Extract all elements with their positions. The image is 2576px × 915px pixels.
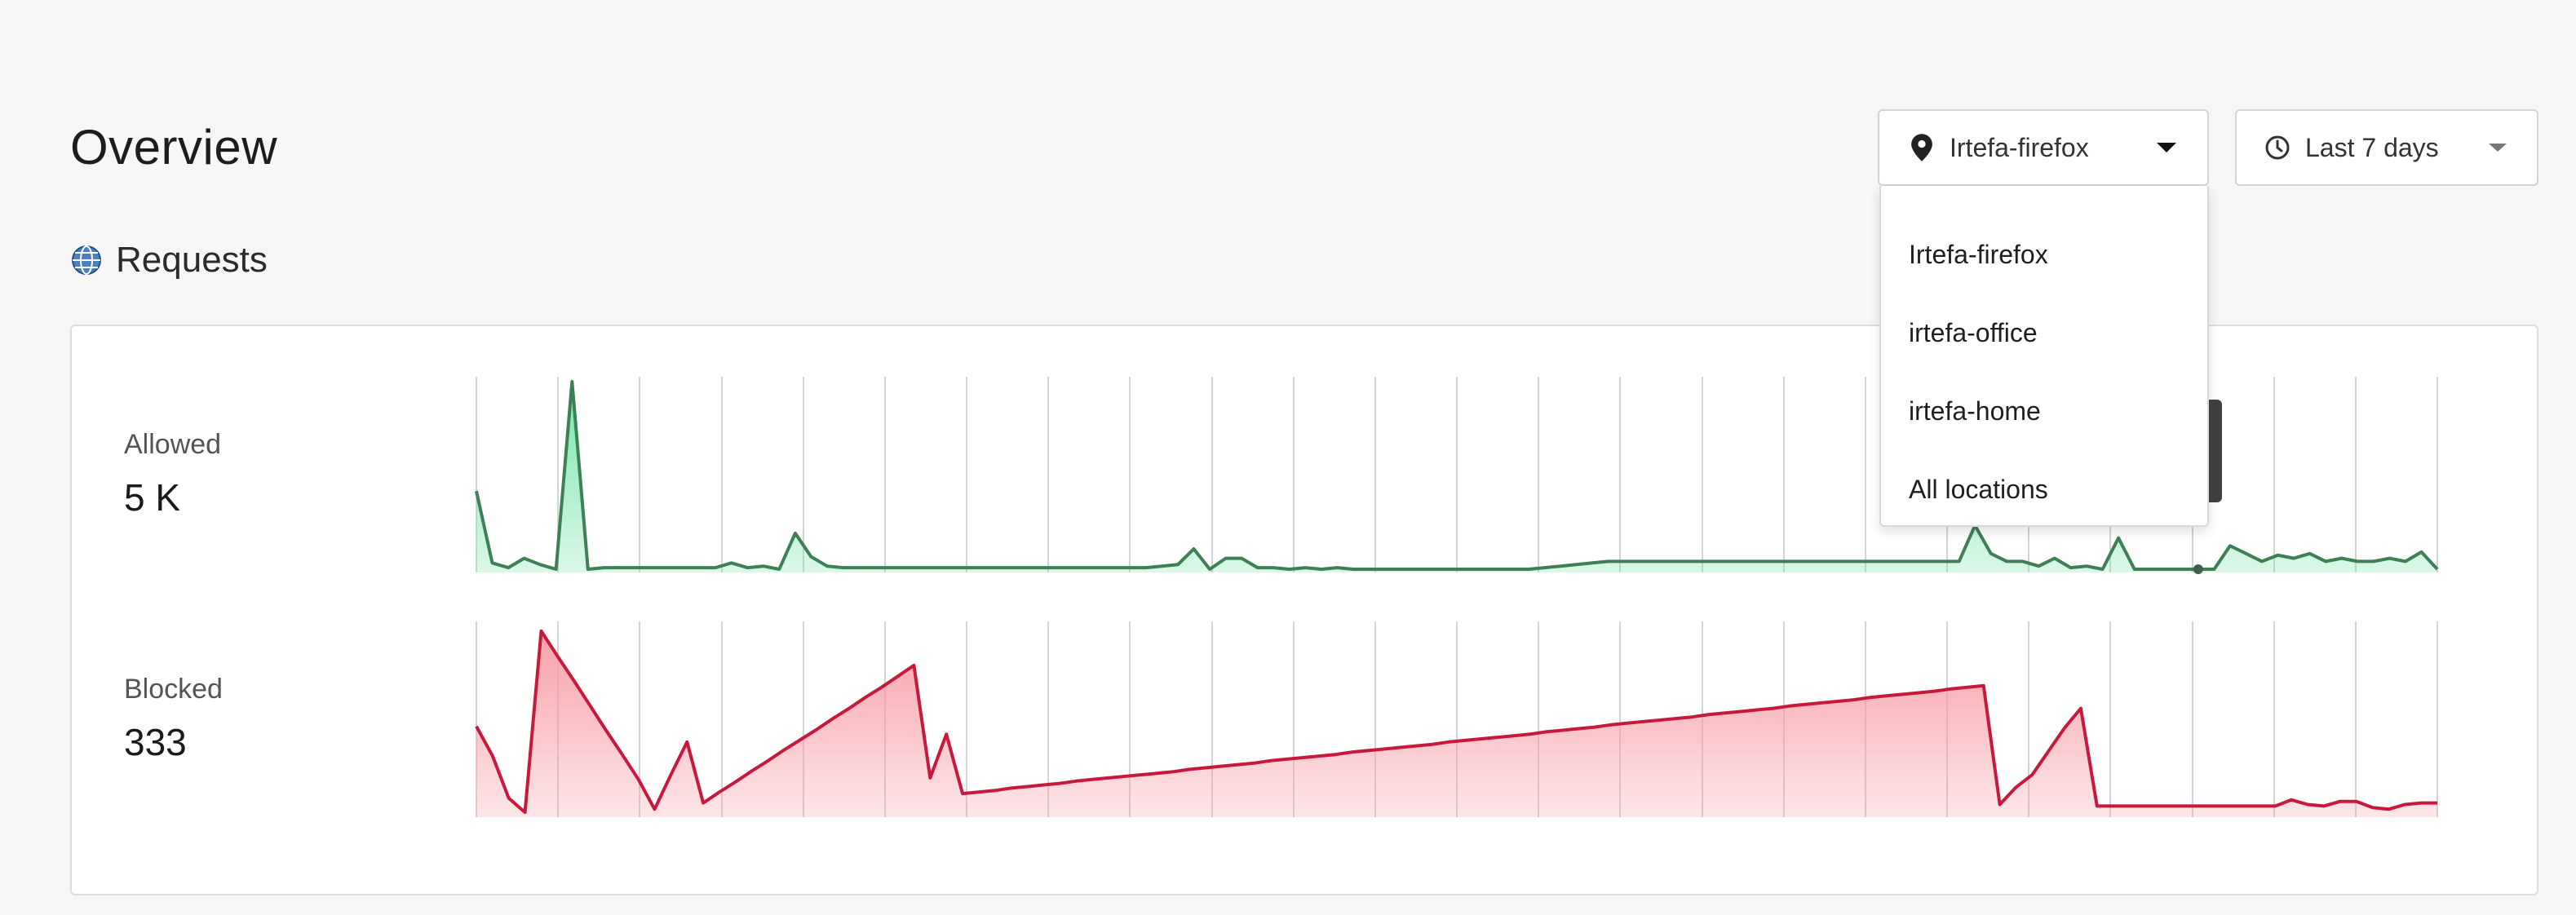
location-option-irtefa-home[interactable]: irtefa-home <box>1909 396 2041 426</box>
location-option-irtefa-firefox[interactable]: Irtefa-firefox <box>1909 240 2048 269</box>
page-title: Overview <box>70 120 278 175</box>
section-title-text: Requests <box>116 240 268 280</box>
allowed-metric: Allowed 5 K <box>124 429 221 519</box>
date-range-select[interactable]: Last 7 days <box>2235 109 2538 186</box>
series-area <box>476 630 2437 817</box>
chevron-down-icon <box>2489 144 2507 152</box>
date-range-value: Last 7 days <box>2305 132 2439 162</box>
blocked-label: Blocked <box>124 674 223 705</box>
blocked-metric: Blocked 333 <box>124 674 223 764</box>
blocked-value: 333 <box>124 721 187 763</box>
chevron-down-icon <box>2157 143 2176 152</box>
blocked-chart[interactable] <box>475 621 2438 817</box>
location-option-all-locations[interactable]: All locations <box>1909 475 2048 504</box>
series-area <box>476 382 2437 572</box>
globe-icon <box>72 245 101 275</box>
requests-section-title: Requests <box>70 240 268 281</box>
series-line <box>475 380 2439 571</box>
hover-point <box>2193 564 2203 574</box>
series-line <box>475 629 2437 815</box>
location-dropdown-menu: Irtefa-firefox irtefa-office irtefa-home… <box>1879 186 2209 527</box>
allowed-value: 5 K <box>124 476 181 519</box>
location-pin-icon <box>1911 134 1932 161</box>
chart-tooltip <box>2206 400 2222 502</box>
allowed-chart[interactable] <box>475 377 2439 574</box>
location-option-irtefa-office[interactable]: irtefa-office <box>1909 318 2038 347</box>
allowed-label: Allowed <box>124 429 222 460</box>
location-select-value: Irtefa-firefox <box>1950 132 2089 162</box>
location-select[interactable]: Irtefa-firefox <box>1878 109 2209 186</box>
clock-icon <box>2265 135 2290 160</box>
